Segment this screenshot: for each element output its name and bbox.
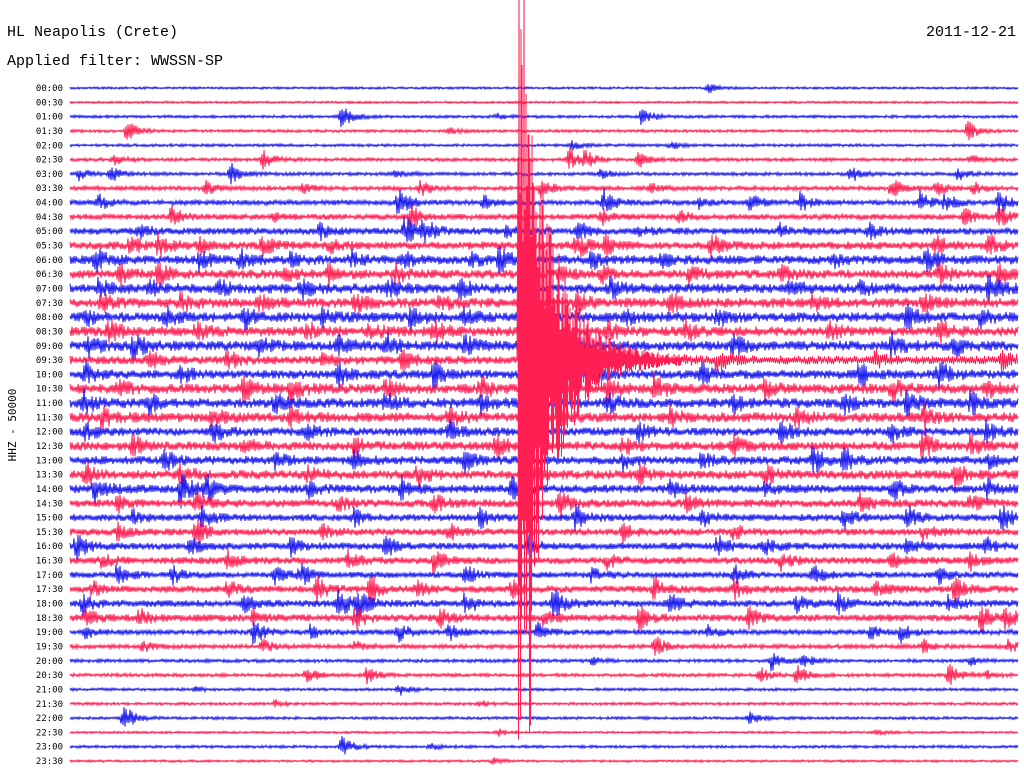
trace-22-30 (69, 728, 1019, 737)
trace-00-30 (69, 99, 1019, 105)
tick-label-17-00: 17:00 (36, 571, 63, 581)
tick-label-16-00: 16:00 (36, 542, 63, 552)
trace-05-00 (69, 216, 1019, 243)
seismic-traces (69, 0, 1019, 765)
trace-01-00 (69, 108, 1019, 128)
tick-label-15-00: 15:00 (36, 514, 63, 524)
trace-04-00 (69, 188, 1019, 215)
tick-label-14-00: 14:00 (36, 485, 63, 495)
y-axis-label: HHZ - 50000 (6, 389, 19, 462)
tick-label-22-00: 22:00 (36, 714, 63, 724)
tick-label-23-00: 23:00 (36, 743, 63, 753)
tick-label-01-30: 01:30 (36, 127, 63, 137)
trace-23-30 (69, 756, 1019, 765)
trace-21-00 (69, 685, 1019, 696)
tick-label-20-30: 20:30 (36, 671, 63, 681)
tick-label-06-30: 06:30 (36, 270, 63, 280)
trace-18-00 (69, 589, 1019, 618)
station-title: HL Neapolis (Crete) (7, 24, 178, 41)
date-label: 2011-12-21 (926, 24, 1016, 41)
time-tick-labels: 00:00 00:30 01:00 01:30 02:00 02:30 03:00 03:30… (36, 84, 63, 767)
trace-00-00 (69, 83, 1019, 94)
tick-label-04-30: 04:30 (36, 213, 63, 223)
tick-label-10-30: 10:30 (36, 385, 63, 395)
tick-label-05-00: 05:00 (36, 227, 63, 237)
tick-label-18-30: 18:30 (36, 614, 63, 624)
trace-18-30 (69, 605, 1019, 634)
tick-label-19-30: 19:30 (36, 643, 63, 653)
trace-01-30 (69, 120, 1019, 141)
trace-16-30 (69, 548, 1019, 575)
trace-03-30 (69, 179, 1019, 200)
trace-17-30 (69, 575, 1019, 605)
tick-label-17-30: 17:30 (36, 585, 63, 595)
tick-label-15-30: 15:30 (36, 528, 63, 538)
trace-14-00 (69, 473, 1019, 509)
trace-19-30 (69, 636, 1019, 656)
tick-label-14-30: 14:30 (36, 499, 63, 509)
trace-20-00 (69, 653, 1019, 672)
tick-label-21-30: 21:30 (36, 700, 63, 710)
trace-04-30 (69, 204, 1019, 228)
tick-label-23-30: 23:30 (36, 757, 63, 767)
tick-label-22-30: 22:30 (36, 728, 63, 738)
tick-label-20-00: 20:00 (36, 657, 63, 667)
tick-label-02-00: 02:00 (36, 141, 63, 151)
tick-label-04-00: 04:00 (36, 199, 63, 209)
trace-19-00 (69, 621, 1019, 645)
filter-subtitle: Applied filter: WWSSN-SP (7, 53, 223, 70)
trace-03-00 (69, 162, 1019, 185)
tick-label-06-00: 06:00 (36, 256, 63, 266)
trace-02-30 (69, 147, 1019, 170)
trace-16-00 (69, 534, 1019, 560)
trace-23-00 (69, 736, 1019, 755)
tick-label-03-30: 03:30 (36, 184, 63, 194)
trace-15-30 (69, 519, 1019, 544)
tick-label-13-00: 13:00 (36, 456, 63, 466)
tick-label-08-30: 08:30 (36, 327, 63, 337)
trace-22-00 (69, 707, 1019, 727)
tick-label-07-00: 07:00 (36, 285, 63, 295)
trace-15-00 (69, 504, 1019, 532)
tick-label-11-00: 11:00 (36, 399, 63, 409)
tick-label-12-30: 12:30 (36, 442, 63, 452)
tick-label-18-00: 18:00 (36, 600, 63, 610)
tick-label-21-00: 21:00 (36, 685, 63, 695)
trace-17-00 (69, 563, 1019, 586)
tick-label-07-30: 07:30 (36, 299, 63, 309)
tick-label-09-30: 09:30 (36, 356, 63, 366)
tick-label-11-30: 11:30 (36, 413, 63, 423)
tick-label-08-00: 08:00 (36, 313, 63, 323)
tick-label-13-30: 13:30 (36, 471, 63, 481)
trace-09-30 (69, 0, 1018, 740)
trace-21-30 (69, 699, 1019, 709)
tick-label-00-30: 00:30 (36, 98, 63, 108)
tick-label-16-30: 16:30 (36, 557, 63, 567)
tick-label-03-00: 03:00 (36, 170, 63, 180)
tick-label-02-30: 02:30 (36, 156, 63, 166)
tick-label-12-00: 12:00 (36, 428, 63, 438)
tick-label-00-00: 00:00 (36, 84, 63, 94)
tick-label-10-00: 10:00 (36, 370, 63, 380)
tick-label-19-00: 19:00 (36, 628, 63, 638)
trace-02-00 (69, 140, 1019, 151)
tick-label-09-00: 09:00 (36, 342, 63, 352)
tick-label-05-30: 05:30 (36, 242, 63, 252)
trace-14-30 (69, 491, 1019, 519)
tick-label-01-00: 01:00 (36, 113, 63, 123)
trace-20-30 (69, 664, 1019, 685)
